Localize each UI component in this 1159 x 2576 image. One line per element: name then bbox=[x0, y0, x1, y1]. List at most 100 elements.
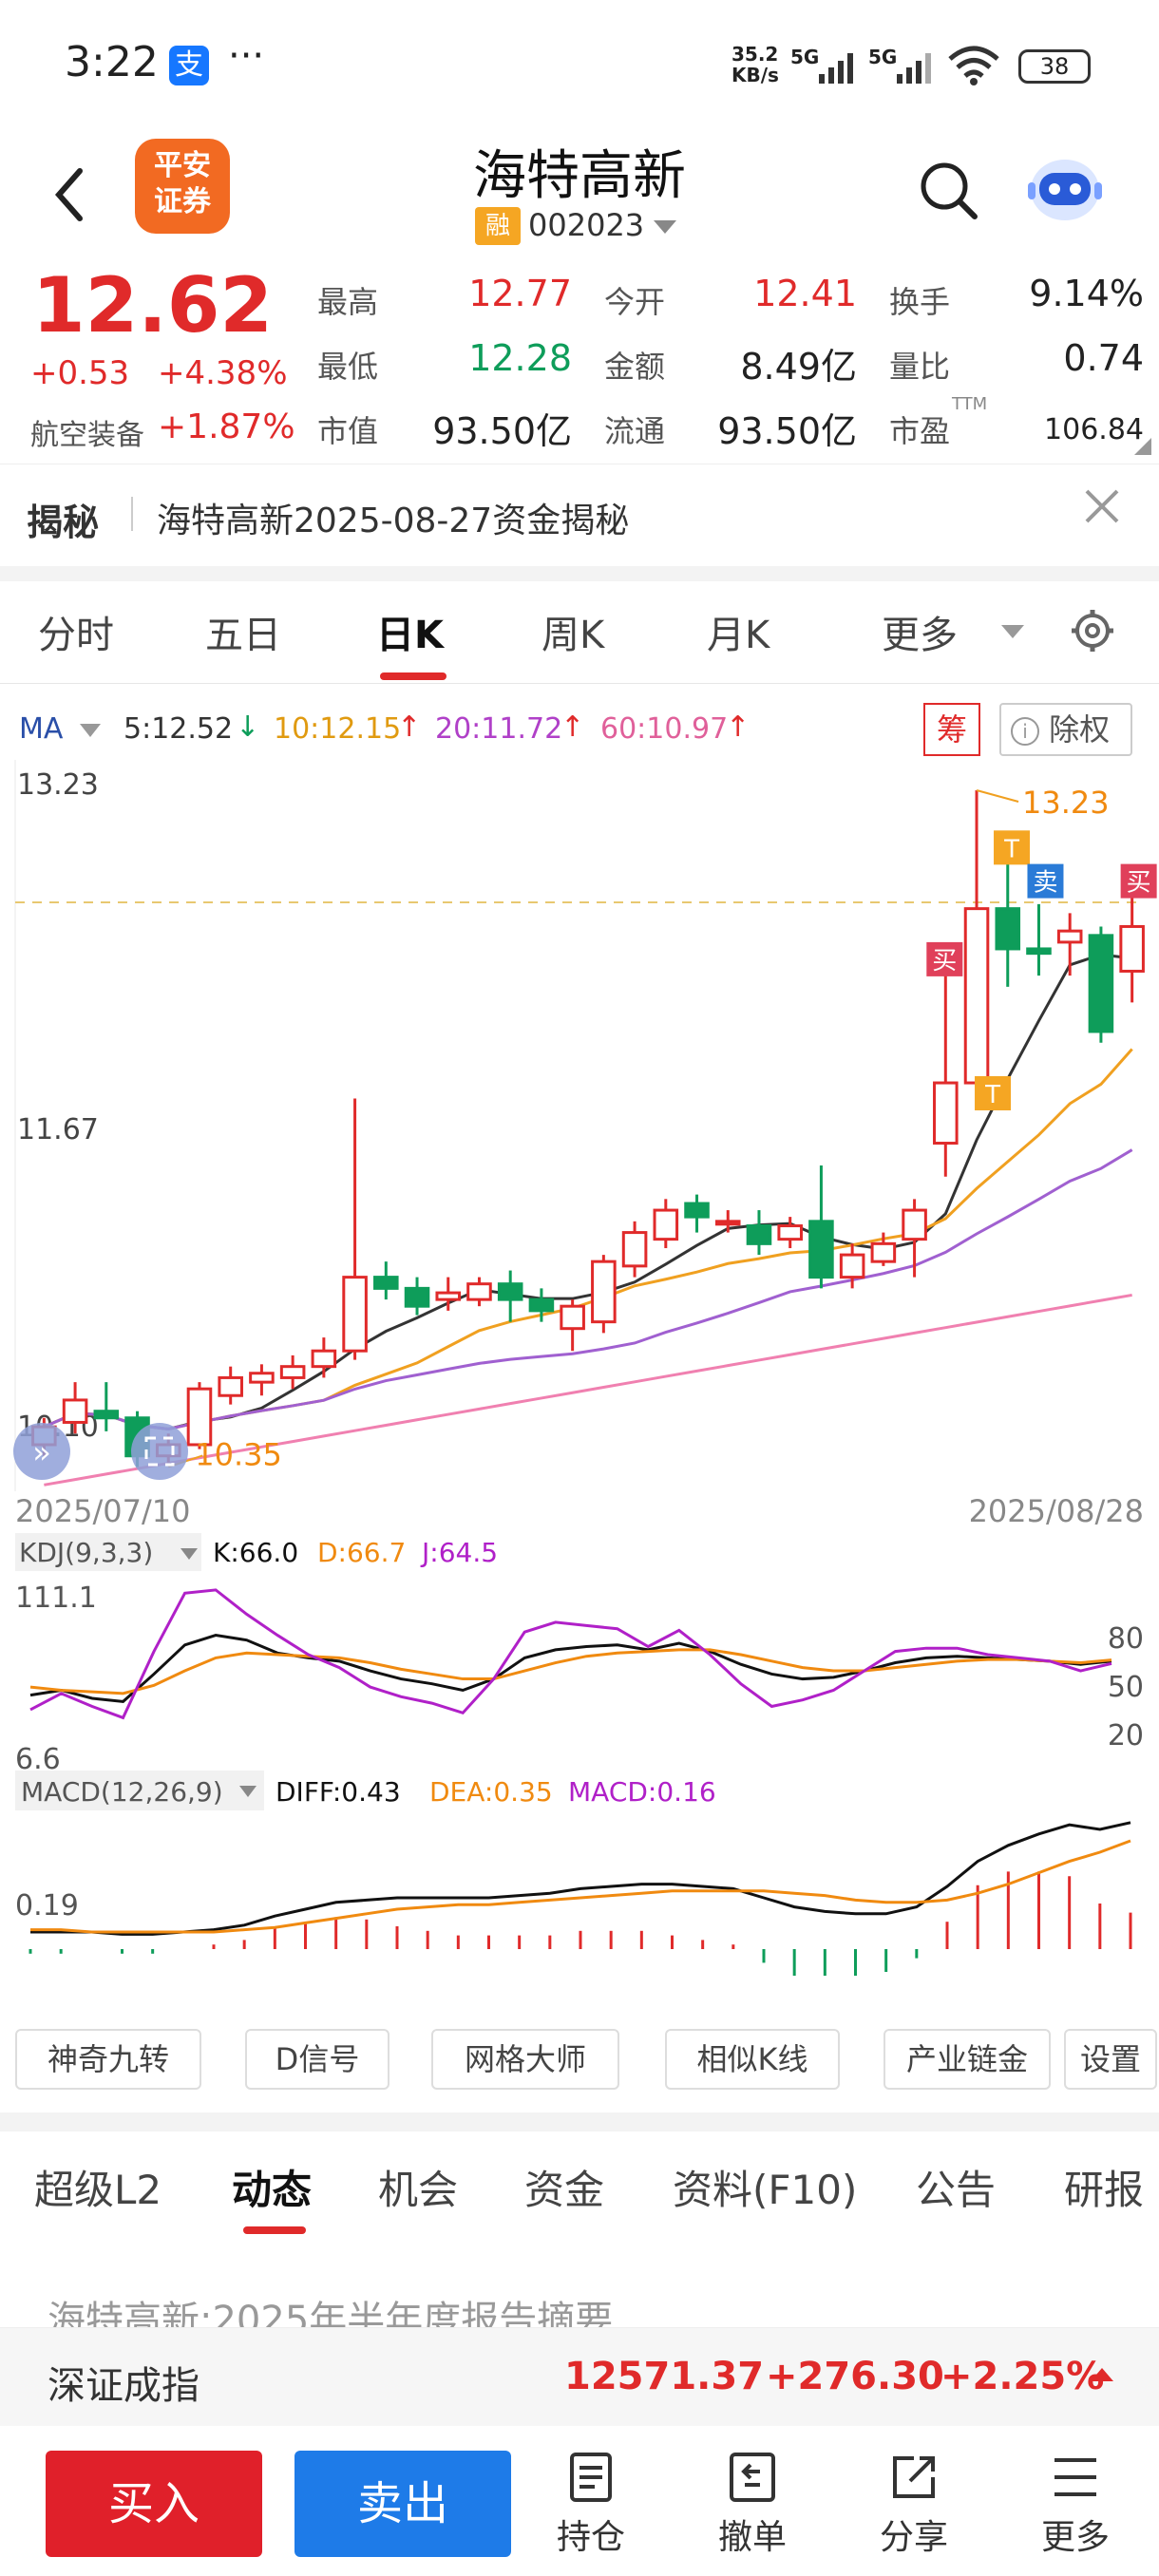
tab-daily-k[interactable]: 日K bbox=[376, 614, 444, 657]
signal-1-label: 5G bbox=[790, 46, 820, 68]
tab-weekly-k[interactable]: 周K bbox=[542, 614, 605, 657]
undo-icon bbox=[730, 2453, 775, 2502]
trade-bar: 买入 卖出 持仓 撤单 分享 更多 bbox=[0, 2428, 1159, 2576]
capital-reveal-banner[interactable]: 揭秘 海特高新2025-08-27资金揭秘 bbox=[0, 464, 1159, 562]
ma20-arrow-icon: ↑ bbox=[560, 710, 585, 744]
candle-body bbox=[714, 1220, 741, 1226]
chevron-down-icon bbox=[239, 1786, 256, 1797]
banner-text[interactable]: 海特高新2025-08-27资金揭秘 bbox=[157, 502, 630, 540]
y-tick-label: 11.67 bbox=[17, 1113, 99, 1146]
chevron-down-icon[interactable] bbox=[654, 220, 676, 234]
tool-grid-master[interactable]: 网格大师 bbox=[431, 2029, 619, 2090]
sell-button[interactable]: 卖出 bbox=[294, 2451, 511, 2557]
tab-research[interactable]: 研报 bbox=[1064, 2167, 1145, 2213]
t-signal-tag-bg bbox=[975, 1075, 1012, 1110]
section-gap bbox=[0, 2112, 1159, 2131]
expand-corner-icon[interactable] bbox=[1134, 438, 1151, 455]
volume-ratio-label: 量比 bbox=[889, 349, 951, 385]
macd-legend: MACD:0.16 bbox=[568, 1776, 716, 1808]
tab-super-l2[interactable]: 超级L2 bbox=[34, 2167, 162, 2213]
t-signal-tag: T bbox=[1003, 835, 1019, 863]
open-value: 12.41 bbox=[753, 273, 857, 314]
search-icon[interactable] bbox=[916, 158, 982, 224]
battery-indicator: 38 bbox=[1018, 49, 1091, 84]
ma60-line bbox=[44, 1293, 1132, 1487]
price-change: +0.53 bbox=[30, 354, 130, 392]
candle-body bbox=[435, 1291, 462, 1301]
brand-logo[interactable]: 平安 证券 bbox=[135, 139, 230, 234]
ma-selector[interactable]: MA bbox=[19, 712, 64, 746]
candle-body bbox=[62, 1398, 88, 1424]
macd-dea-line bbox=[30, 1839, 1131, 1934]
float-cap-value: 93.50亿 bbox=[717, 410, 857, 452]
sector-name[interactable]: 航空装备 bbox=[30, 419, 144, 452]
candle-body bbox=[933, 1081, 959, 1146]
ma-legend: MA 5:12.52 ↓ 10:12.15 ↑ 20:11.72 ↑ 60:10… bbox=[0, 703, 1159, 760]
ma10-arrow-icon: ↑ bbox=[397, 710, 422, 744]
signal-2-icon bbox=[897, 53, 931, 84]
kdj-line bbox=[29, 1634, 1112, 1703]
fullscreen-button bbox=[131, 1423, 188, 1480]
tab-announcements[interactable]: 公告 bbox=[916, 2167, 997, 2213]
pe-label: 市盈 bbox=[889, 413, 951, 449]
amount-label: 金额 bbox=[604, 349, 666, 385]
tab-intraday[interactable]: 分时 bbox=[38, 614, 114, 657]
ai-robot-icon[interactable] bbox=[1024, 146, 1106, 228]
index-ticker[interactable]: 深证成指 12571.37 +276.30 +2.25% bbox=[0, 2327, 1159, 2426]
more-button[interactable]: 更多 bbox=[1018, 2451, 1132, 2559]
tab-five-day[interactable]: 五日 bbox=[205, 614, 281, 657]
macd-selector-bg bbox=[15, 1771, 264, 1810]
tab-f10[interactable]: 资料(F10) bbox=[673, 2167, 858, 2213]
kdj-level-label: 80 bbox=[1108, 1622, 1144, 1656]
chevron-up-icon[interactable] bbox=[1091, 2368, 1113, 2381]
pe-ttm-sup: TTM bbox=[952, 394, 988, 414]
cancel-order-label: 撤单 bbox=[717, 2518, 787, 2557]
close-icon[interactable] bbox=[1083, 487, 1121, 525]
chevron-down-icon[interactable] bbox=[1001, 625, 1024, 638]
chip-distribution-button[interactable]: 筹 bbox=[923, 703, 980, 756]
signal-1-icon bbox=[819, 53, 853, 84]
tool-similar-k[interactable]: 相似K线 bbox=[665, 2029, 840, 2090]
chevron-down-icon[interactable] bbox=[80, 724, 101, 737]
candle-body bbox=[684, 1202, 710, 1219]
tool-settings[interactable]: 设置 bbox=[1064, 2029, 1157, 2090]
buy-button[interactable]: 买入 bbox=[46, 2451, 262, 2557]
candle-body bbox=[528, 1297, 555, 1313]
gear-icon[interactable] bbox=[1070, 608, 1115, 653]
margin-badge: 融 bbox=[475, 207, 521, 245]
market-cap-value: 93.50亿 bbox=[432, 410, 572, 452]
tab-opportunity[interactable]: 机会 bbox=[378, 2167, 459, 2213]
tab-news[interactable]: 动态 bbox=[232, 2167, 313, 2213]
menu-icon bbox=[1054, 2458, 1096, 2496]
sector-change: +1.87% bbox=[158, 407, 295, 446]
candle-body bbox=[93, 1410, 120, 1420]
open-label: 今开 bbox=[604, 284, 666, 320]
tab-more[interactable]: 更多 bbox=[882, 614, 958, 657]
macd-diff-line bbox=[30, 1821, 1131, 1936]
signal-2-label: 5G bbox=[868, 46, 898, 68]
ma10-value: 10:12.15 bbox=[274, 712, 402, 746]
back-arrow-icon[interactable] bbox=[48, 161, 95, 228]
holdings-button[interactable]: 持仓 bbox=[534, 2451, 648, 2559]
candle-body bbox=[870, 1241, 897, 1263]
candle-body bbox=[186, 1387, 213, 1447]
adjust-button[interactable]: i 除权 bbox=[999, 703, 1132, 756]
stock-name: 海特高新 bbox=[473, 145, 686, 207]
tool-industry-chain[interactable]: 产业链金 bbox=[884, 2029, 1051, 2090]
section-gap bbox=[0, 566, 1159, 581]
tool-nine-turn[interactable]: 神奇九转 bbox=[15, 2029, 201, 2090]
tab-monthly-k[interactable]: 月K bbox=[707, 614, 770, 657]
share-button[interactable]: 分享 bbox=[857, 2451, 971, 2559]
stock-code[interactable]: 002023 bbox=[528, 207, 645, 243]
pe-value: 106.84 bbox=[1044, 413, 1144, 446]
tab-funds[interactable]: 资金 bbox=[524, 2167, 605, 2213]
index-change: +276.30 bbox=[766, 2355, 944, 2398]
price-change-pct: +4.38% bbox=[158, 354, 288, 392]
tool-d-signal[interactable]: D信号 bbox=[245, 2029, 390, 2090]
y-tick-label: 111.1 bbox=[15, 1582, 97, 1615]
net-speed: 35.2 KB/s bbox=[732, 44, 779, 85]
cancel-order-button[interactable]: 撤单 bbox=[695, 2451, 809, 2559]
kdj-level-label: 50 bbox=[1108, 1671, 1144, 1704]
ma20-line bbox=[43, 1148, 1133, 1431]
